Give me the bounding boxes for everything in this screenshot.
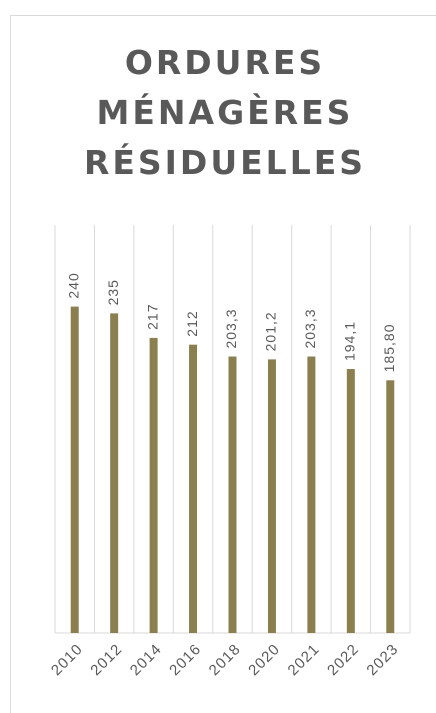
x-tick-label: 2023 [363,641,401,679]
bar [346,369,355,633]
bar [189,344,198,633]
x-tick-label: 2016 [166,641,204,679]
value-label: 235 [105,279,121,305]
bar [307,356,316,633]
x-tick-label: 2018 [206,641,244,679]
value-label: 240 [65,272,81,298]
value-label: 203,3 [223,308,239,348]
value-label: 217 [144,304,160,330]
value-label: 194,1 [342,321,358,361]
bar [267,359,276,633]
value-label: 201,2 [263,311,279,351]
bar [110,313,119,633]
x-tick-label: 2012 [87,641,125,679]
bar [149,337,158,633]
x-tick-label: 2010 [48,641,86,679]
x-tick-label: 2014 [127,641,165,679]
bar [386,380,395,633]
x-tick-label: 2022 [324,641,362,679]
x-tick-label: 2021 [285,641,323,679]
value-label: 203,3 [302,308,318,348]
x-tick-label: 2020 [245,641,283,679]
value-label: 212 [184,310,200,336]
bar [70,306,79,633]
bar [228,356,237,633]
chart-title: ORDURES MÉNAGÈRES RÉSIDUELLES [83,43,367,182]
value-label: 185,80 [381,323,397,372]
chart-border [10,15,436,713]
